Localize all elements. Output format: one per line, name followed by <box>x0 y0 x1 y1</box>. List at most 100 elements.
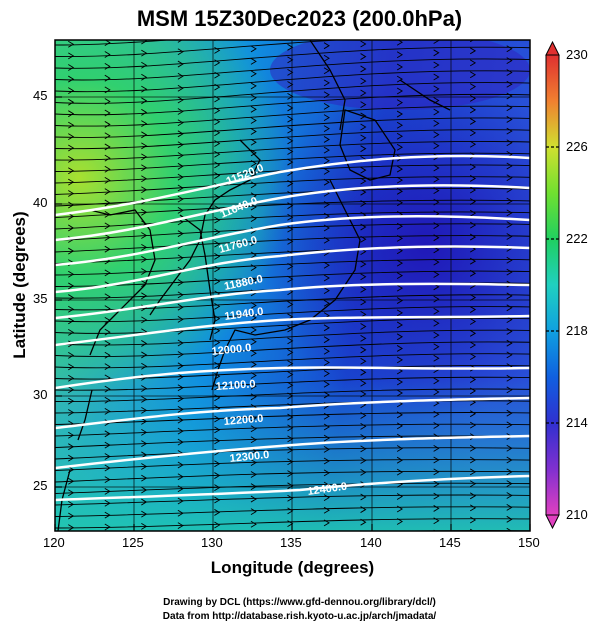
wind-arrow <box>469 444 477 452</box>
wind-arrow <box>469 480 477 488</box>
contour-label: 12000.0 <box>211 342 252 358</box>
wind-arrow <box>177 162 184 170</box>
wind-arrow <box>287 180 294 187</box>
wind-arrow <box>177 384 184 392</box>
wind-arrow <box>141 244 148 251</box>
wind-arrow <box>433 343 440 351</box>
wind-arrow <box>250 314 257 322</box>
wind-arrow <box>323 274 330 282</box>
wind-arrow <box>68 98 75 106</box>
wind-arrow <box>250 414 257 422</box>
wind-arrow <box>396 493 403 500</box>
wind-arrow <box>506 256 513 264</box>
wind-arrow <box>506 139 513 147</box>
wind-arrow <box>214 350 221 358</box>
wind-arrow <box>141 232 148 239</box>
wind-arrow <box>287 43 294 51</box>
wind-arrow <box>396 143 403 151</box>
wind-arrow <box>323 324 330 332</box>
credit-drawing: Drawing by DCL (https://www.gfd-dennou.o… <box>163 597 436 608</box>
wind-arrow <box>396 222 403 230</box>
wind-arrow <box>177 473 184 481</box>
wind-arrow <box>177 152 184 159</box>
wind-arrow <box>360 334 367 342</box>
wind-arrow <box>323 412 330 420</box>
wind-arrow <box>433 234 440 242</box>
wind-arrow <box>177 395 184 402</box>
wind-arrow <box>177 416 184 424</box>
wind-arrow <box>250 58 257 65</box>
wind-arrow <box>433 331 440 339</box>
wind-arrow <box>323 79 330 87</box>
wind-arrow <box>177 497 184 505</box>
wind-arrow <box>214 484 221 492</box>
wind-arrow <box>287 458 294 466</box>
wind-arrow <box>250 149 257 157</box>
wind-arrow <box>250 181 257 189</box>
wind-arrow <box>68 374 75 382</box>
wind-arrow <box>250 508 257 516</box>
wind-arrow <box>287 348 294 356</box>
wind-arrow <box>177 405 184 413</box>
wind-arrow <box>214 509 221 516</box>
wind-arrow <box>104 222 111 230</box>
wind-arrow <box>214 472 221 479</box>
wind-arrow <box>323 42 330 50</box>
wind-arrow <box>214 83 221 91</box>
wind-arrow <box>104 430 111 438</box>
wind-arrow <box>287 137 294 145</box>
wind-arrow <box>323 236 330 244</box>
wind-arrow <box>287 507 294 515</box>
wind-arrow <box>396 87 403 95</box>
wind-arrow <box>68 201 75 209</box>
wind-arrow <box>323 136 330 143</box>
wind-arrow <box>177 362 184 370</box>
wind-arrow <box>506 127 513 135</box>
wind-arrow <box>396 345 403 352</box>
wind-arrow <box>250 459 257 466</box>
wind-arrow <box>68 454 75 462</box>
wind-arrow <box>469 329 477 337</box>
wind-arrow <box>214 161 221 169</box>
wind-arrow <box>469 421 477 429</box>
y-tick-label: 45 <box>33 88 48 103</box>
wind-arrow <box>104 351 111 359</box>
wind-arrow <box>177 108 184 115</box>
wind-arrow <box>250 251 257 259</box>
wind-arrow <box>68 133 75 140</box>
wind-arrow <box>104 305 111 312</box>
wind-arrow <box>214 415 221 423</box>
wind-arrow <box>360 123 367 131</box>
wind-arrow <box>177 184 184 192</box>
wind-arrow <box>433 444 440 452</box>
wind-arrow <box>141 40 148 45</box>
wind-arrow <box>141 153 148 161</box>
wind-arrow <box>250 82 257 90</box>
wind-arrow <box>433 377 440 385</box>
wind-arrow <box>396 165 403 173</box>
wind-arrow <box>141 186 148 194</box>
wind-arrow <box>68 501 75 508</box>
wind-arrow <box>469 129 477 137</box>
colorbar-max-triangle <box>545 40 560 56</box>
wind-arrow <box>469 221 477 229</box>
wind-arrow <box>360 134 367 142</box>
wind-arrow <box>469 410 477 418</box>
wind-arrow <box>506 292 513 300</box>
wind-arrow <box>469 198 477 205</box>
wind-arrow <box>68 190 75 197</box>
wind-arrow <box>287 104 294 112</box>
wind-arrow <box>177 96 184 104</box>
wind-arrow <box>396 247 403 255</box>
wind-arrow <box>68 87 75 95</box>
wind-arrow <box>396 468 403 476</box>
wind-arrow <box>250 471 257 478</box>
wind-arrow <box>469 118 477 125</box>
wind-arrow <box>287 470 294 477</box>
wind-arrow <box>469 83 477 90</box>
wind-arrow <box>68 110 75 118</box>
wind-arrow <box>141 292 148 300</box>
wind-arrow <box>141 385 148 392</box>
wind-arrow <box>506 456 513 464</box>
wind-arrow <box>177 130 184 138</box>
